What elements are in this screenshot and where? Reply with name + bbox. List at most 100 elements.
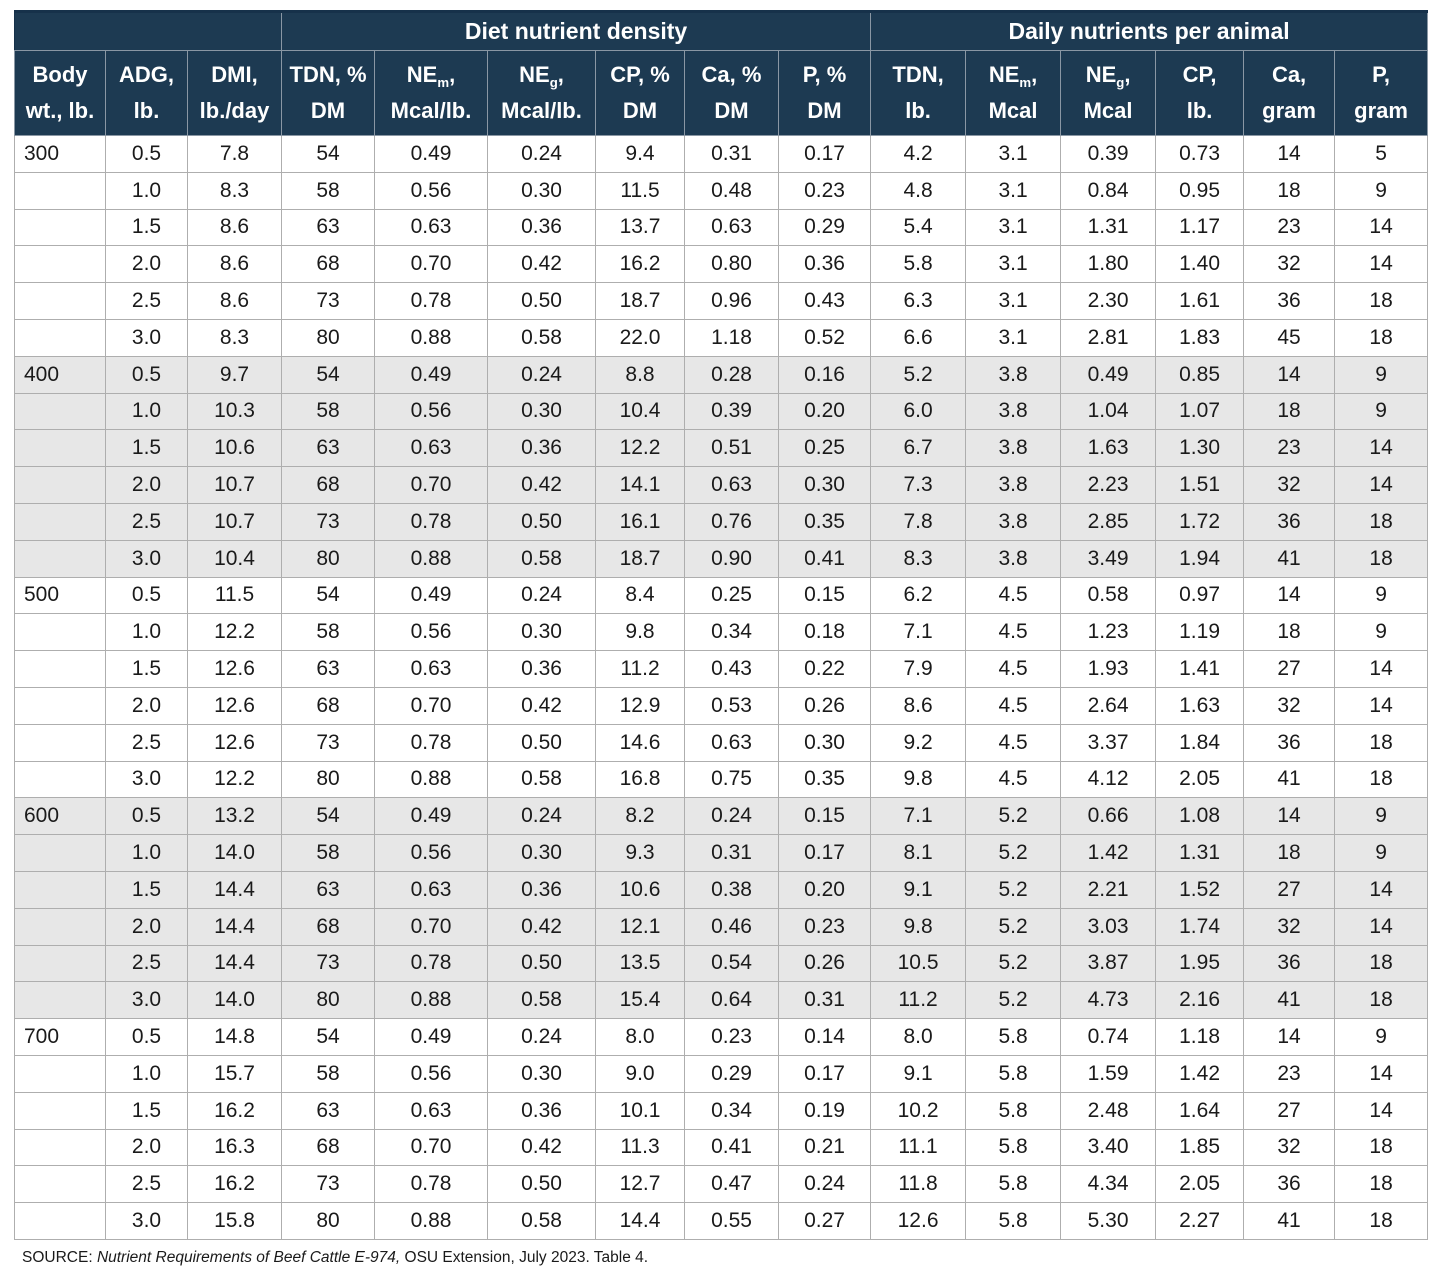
value-cell: 4.73 bbox=[1060, 981, 1157, 1020]
value-cell: 68 bbox=[281, 907, 376, 946]
value-cell: 0.36 bbox=[487, 870, 597, 909]
value-cell: 5.2 bbox=[965, 907, 1062, 946]
value-cell: 1.40 bbox=[1155, 245, 1245, 284]
value-cell: 0.34 bbox=[684, 1091, 780, 1130]
value-cell: 0.48 bbox=[684, 171, 780, 210]
column-header: Body wt., lb. bbox=[14, 50, 106, 136]
value-cell: 8.3 bbox=[186, 318, 283, 357]
value-cell: 14 bbox=[1334, 245, 1429, 284]
value-cell: 0.73 bbox=[1155, 135, 1245, 173]
value-cell: 3.1 bbox=[965, 171, 1062, 210]
value-cell: 8.4 bbox=[595, 576, 686, 615]
value-cell: 0.30 bbox=[487, 613, 597, 652]
column-header: NEm, Mcal bbox=[965, 50, 1062, 136]
value-cell: 6.7 bbox=[870, 429, 967, 468]
value-cell: 1.42 bbox=[1155, 1054, 1245, 1093]
value-cell: 1.04 bbox=[1060, 392, 1157, 431]
value-cell: 1.31 bbox=[1060, 208, 1157, 247]
body-weight-cell bbox=[14, 650, 106, 688]
value-cell: 5.2 bbox=[965, 834, 1062, 872]
value-cell: 0.17 bbox=[778, 1054, 872, 1093]
value-cell: 12.1 bbox=[595, 907, 686, 946]
value-cell: 12.6 bbox=[186, 686, 283, 725]
value-cell: 0.56 bbox=[374, 613, 489, 652]
value-cell: 11.5 bbox=[186, 576, 283, 615]
value-cell: 0.27 bbox=[778, 1202, 872, 1240]
body-weight-cell bbox=[14, 613, 106, 652]
value-cell: 0.34 bbox=[684, 613, 780, 652]
table-row: 2.0 14.4 68 0.70 0.42 12.1 0.46 0.23 9.8 5.2 3.03 1… bbox=[14, 907, 1429, 946]
value-cell: 18 bbox=[1334, 760, 1429, 799]
value-cell: 0.24 bbox=[487, 355, 597, 394]
value-cell: 0.63 bbox=[374, 1091, 489, 1130]
table-row: 2.0 8.6 68 0.70 0.42 16.2 0.80 0.36 5.8 3.1 1.80 1.… bbox=[14, 245, 1429, 284]
value-cell: 0.20 bbox=[778, 870, 872, 909]
value-cell: 0.5 bbox=[105, 576, 188, 615]
value-cell: 10.5 bbox=[870, 944, 967, 983]
value-cell: 9.4 bbox=[595, 135, 686, 173]
value-cell: 13.7 bbox=[595, 208, 686, 247]
value-cell: 1.0 bbox=[105, 613, 188, 652]
value-cell: 1.0 bbox=[105, 171, 188, 210]
value-cell: 23 bbox=[1243, 1054, 1336, 1093]
value-cell: 0.51 bbox=[684, 429, 780, 468]
value-cell: 16.2 bbox=[186, 1091, 283, 1130]
value-cell: 1.59 bbox=[1060, 1054, 1157, 1093]
value-cell: 9 bbox=[1334, 392, 1429, 431]
column-header: P, gram bbox=[1334, 50, 1429, 136]
table-row: 2.5 8.6 73 0.78 0.50 18.7 0.96 0.43 6.3 3.1 2.30 1.… bbox=[14, 282, 1429, 320]
value-cell: 0.96 bbox=[684, 282, 780, 320]
table-row: 2.0 16.3 68 0.70 0.42 11.3 0.41 0.21 11.1 5.8 3.40… bbox=[14, 1128, 1429, 1167]
value-cell: 32 bbox=[1243, 245, 1336, 284]
source-rest: OSU Extension, July 2023. Table 4. bbox=[400, 1248, 649, 1266]
value-cell: 1.5 bbox=[105, 650, 188, 688]
value-cell: 0.49 bbox=[374, 355, 489, 394]
value-cell: 0.31 bbox=[684, 135, 780, 173]
value-cell: 0.31 bbox=[684, 834, 780, 872]
value-cell: 11.2 bbox=[870, 981, 967, 1020]
column-header: CP, lb. bbox=[1155, 50, 1245, 136]
value-cell: 3.1 bbox=[965, 208, 1062, 247]
value-cell: 41 bbox=[1243, 760, 1336, 799]
value-cell: 0.64 bbox=[684, 981, 780, 1020]
value-cell: 54 bbox=[281, 797, 376, 836]
value-cell: 0.24 bbox=[487, 576, 597, 615]
value-cell: 45 bbox=[1243, 318, 1336, 357]
value-cell: 0.31 bbox=[778, 981, 872, 1020]
source-title: Nutrient Requirements of Beef Cattle E-9… bbox=[96, 1248, 401, 1266]
value-cell: 32 bbox=[1243, 1128, 1336, 1167]
source-note: SOURCE: Nutrient Requirements of Beef Ca… bbox=[22, 1249, 1427, 1267]
value-cell: 1.23 bbox=[1060, 613, 1157, 652]
value-cell: 1.31 bbox=[1155, 834, 1245, 872]
value-cell: 1.18 bbox=[684, 318, 780, 357]
value-cell: 10.2 bbox=[870, 1091, 967, 1130]
value-cell: 1.5 bbox=[105, 870, 188, 909]
value-cell: 8.0 bbox=[870, 1018, 967, 1056]
value-cell: 14.0 bbox=[186, 834, 283, 872]
value-cell: 0.49 bbox=[374, 1018, 489, 1056]
value-cell: 2.0 bbox=[105, 686, 188, 725]
value-cell: 7.1 bbox=[870, 797, 967, 836]
value-cell: 14 bbox=[1334, 1091, 1429, 1130]
value-cell: 1.5 bbox=[105, 1091, 188, 1130]
value-cell: 1.5 bbox=[105, 208, 188, 247]
body-weight-cell bbox=[14, 539, 106, 578]
value-cell: 14 bbox=[1243, 797, 1336, 836]
value-cell: 23 bbox=[1243, 208, 1336, 247]
value-cell: 0.42 bbox=[487, 686, 597, 725]
value-cell: 58 bbox=[281, 1054, 376, 1093]
value-cell: 18 bbox=[1334, 1202, 1429, 1240]
value-cell: 0.24 bbox=[684, 797, 780, 836]
value-cell: 0.50 bbox=[487, 282, 597, 320]
value-cell: 14.4 bbox=[186, 944, 283, 983]
value-cell: 11.1 bbox=[870, 1128, 967, 1167]
value-cell: 41 bbox=[1243, 539, 1336, 578]
value-cell: 2.30 bbox=[1060, 282, 1157, 320]
value-cell: 0.78 bbox=[374, 502, 489, 541]
value-cell: 8.3 bbox=[186, 171, 283, 210]
column-header: CP, % DM bbox=[595, 50, 686, 136]
value-cell: 2.81 bbox=[1060, 318, 1157, 357]
body-weight-cell: 700 bbox=[14, 1018, 106, 1056]
value-cell: 1.0 bbox=[105, 392, 188, 431]
